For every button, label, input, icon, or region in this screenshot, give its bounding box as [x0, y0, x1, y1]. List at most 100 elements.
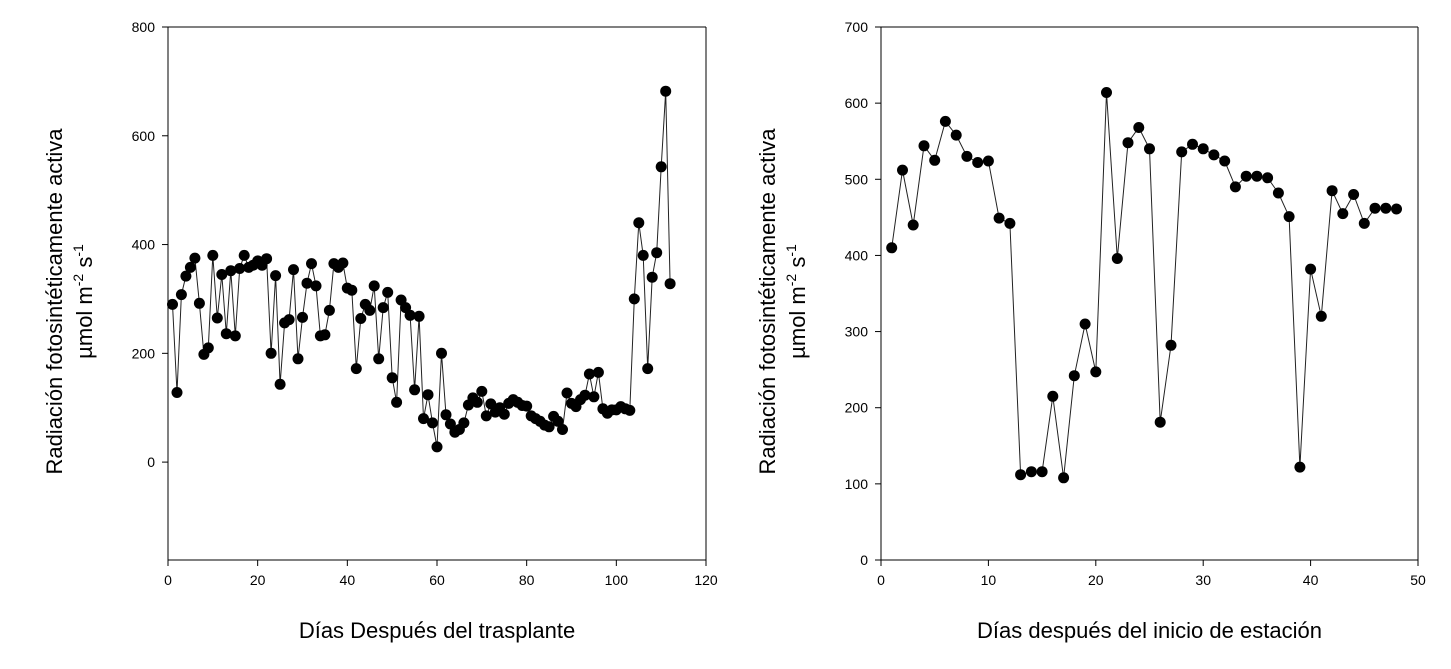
- data-point: [1068, 370, 1080, 382]
- data-point: [377, 302, 389, 314]
- data-point: [592, 366, 604, 378]
- x-tick-label: 120: [694, 572, 718, 588]
- data-point: [1315, 310, 1327, 322]
- unit-exponent: -1: [70, 244, 86, 257]
- data-point: [485, 398, 497, 410]
- data-point: [1380, 202, 1392, 214]
- data-point: [1240, 170, 1252, 182]
- x-tick-label: 40: [340, 572, 356, 588]
- data-point: [1036, 466, 1048, 478]
- data-point: [337, 257, 349, 269]
- data-point: [664, 278, 676, 290]
- data-point: [1219, 155, 1231, 167]
- data-point: [1047, 390, 1059, 402]
- y-tick-label: 200: [845, 400, 869, 416]
- data-point: [628, 293, 640, 305]
- data-point: [1154, 416, 1166, 428]
- data-point: [897, 164, 908, 176]
- data-point: [211, 312, 223, 324]
- data-point: [1262, 172, 1274, 184]
- data-point: [972, 157, 984, 168]
- data-point: [346, 284, 358, 296]
- data-point: [265, 347, 277, 359]
- data-point: [886, 242, 898, 254]
- data-point: [929, 154, 941, 166]
- data-point: [175, 289, 187, 301]
- data-point: [261, 253, 273, 265]
- data-point: [444, 418, 456, 430]
- data-point: [207, 249, 219, 261]
- data-point: [588, 391, 600, 403]
- data-point: [480, 410, 492, 422]
- data-point: [440, 409, 452, 421]
- data-point: [918, 140, 930, 152]
- data-point: [1122, 137, 1134, 149]
- data-point: [418, 413, 429, 425]
- data-point: [471, 396, 483, 408]
- data-point: [1144, 143, 1155, 155]
- data-point: [1229, 181, 1241, 193]
- data-point: [498, 408, 510, 420]
- data-point: [404, 309, 416, 321]
- data-point: [961, 150, 973, 162]
- data-point: [229, 330, 241, 342]
- data-point: [202, 342, 214, 354]
- x-axis-label: Días Después del trasplante: [299, 618, 575, 643]
- data-point: [552, 415, 564, 427]
- data-point: [1283, 211, 1295, 223]
- x-tick-label: 50: [1410, 572, 1426, 588]
- data-point: [436, 347, 447, 359]
- data-point: [283, 314, 295, 326]
- data-point: [521, 400, 533, 412]
- data-point: [1391, 203, 1402, 215]
- data-point: [1058, 472, 1070, 484]
- x-tick-label: 60: [429, 572, 445, 588]
- data-point: [557, 424, 568, 435]
- data-point: [633, 217, 645, 229]
- data-point: [350, 363, 362, 375]
- unit-exponent: -2: [70, 274, 86, 287]
- data-point: [1090, 366, 1102, 378]
- x-tick-label: 80: [519, 572, 535, 588]
- data-point: [1004, 217, 1016, 229]
- y-tick-label: 600: [132, 128, 156, 144]
- x-tick-label: 40: [1303, 572, 1319, 588]
- y-axis-label: Radiación fotosintéticamente activa: [42, 128, 67, 475]
- data-point: [292, 353, 304, 365]
- unit-text: s: [785, 257, 810, 274]
- x-tick-label: 0: [164, 572, 172, 588]
- data-point: [1305, 263, 1317, 275]
- data-point: [184, 261, 196, 273]
- data-point: [274, 378, 286, 390]
- data-point: [1197, 143, 1209, 155]
- data-point: [476, 385, 488, 397]
- data-point: [171, 387, 183, 398]
- data-point: [1326, 185, 1338, 197]
- data-point: [373, 353, 385, 365]
- data-point: [288, 264, 299, 276]
- data-point: [1079, 318, 1091, 330]
- data-point: [655, 161, 667, 173]
- data-point: [297, 311, 308, 323]
- y-tick-label: 500: [845, 171, 869, 187]
- data-point: [413, 310, 425, 322]
- y-tick-label: 600: [845, 95, 869, 111]
- data-point: [1251, 170, 1263, 182]
- data-point: [180, 270, 192, 282]
- y-tick-label: 200: [132, 345, 156, 361]
- data-point: [1337, 208, 1349, 220]
- data-point: [1111, 253, 1123, 264]
- data-point: [189, 252, 201, 264]
- data-point: [1272, 187, 1284, 199]
- unit-exponent: -1: [783, 244, 799, 257]
- y-axis-label: Radiación fotosintéticamente activa: [755, 128, 780, 475]
- y-tick-label: 100: [845, 476, 869, 492]
- x-tick-label: 30: [1195, 572, 1211, 588]
- x-axis-label: Días después del inicio de estación: [977, 618, 1322, 643]
- unit-text: µmol m: [785, 286, 810, 359]
- data-point: [993, 212, 1005, 224]
- data-point: [382, 286, 394, 298]
- y-axis-unit-label: µmol m-2 s-1: [70, 244, 97, 359]
